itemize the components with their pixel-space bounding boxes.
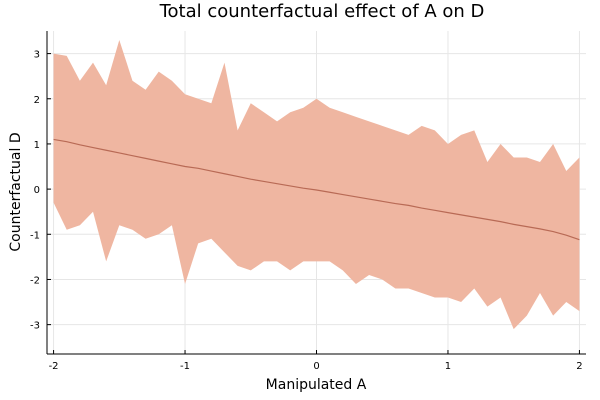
y-tick-label: -2 [30, 275, 40, 286]
mean-line [53, 138, 580, 241]
x-tick-label: 2 [576, 361, 582, 372]
y-tick-label: 1 [34, 140, 40, 151]
y-tick-label: 2 [34, 95, 40, 106]
line-layer [53, 138, 580, 241]
y-tick-label: -1 [30, 230, 40, 241]
band-layer [53, 40, 580, 330]
chart-title: Total counterfactual effect of A on D [159, 1, 485, 22]
x-axis-label: Manipulated A [266, 377, 367, 393]
y-tick-label: 3 [34, 50, 40, 61]
x-tick-label: -1 [180, 361, 190, 372]
y-ticks: -3 -2 -1 0 1 2 3 [30, 50, 51, 332]
y-axis-label: Counterfactual D [8, 132, 24, 251]
y-tick-label: -3 [30, 321, 40, 332]
x-tick-label: -2 [49, 361, 59, 372]
credible-interval-band [53, 40, 580, 330]
x-tick-label: 1 [445, 361, 451, 372]
x-tick-label: 0 [313, 361, 319, 372]
y-tick-label: 0 [34, 185, 40, 196]
x-ticks: -2 -1 0 1 2 [49, 350, 583, 372]
